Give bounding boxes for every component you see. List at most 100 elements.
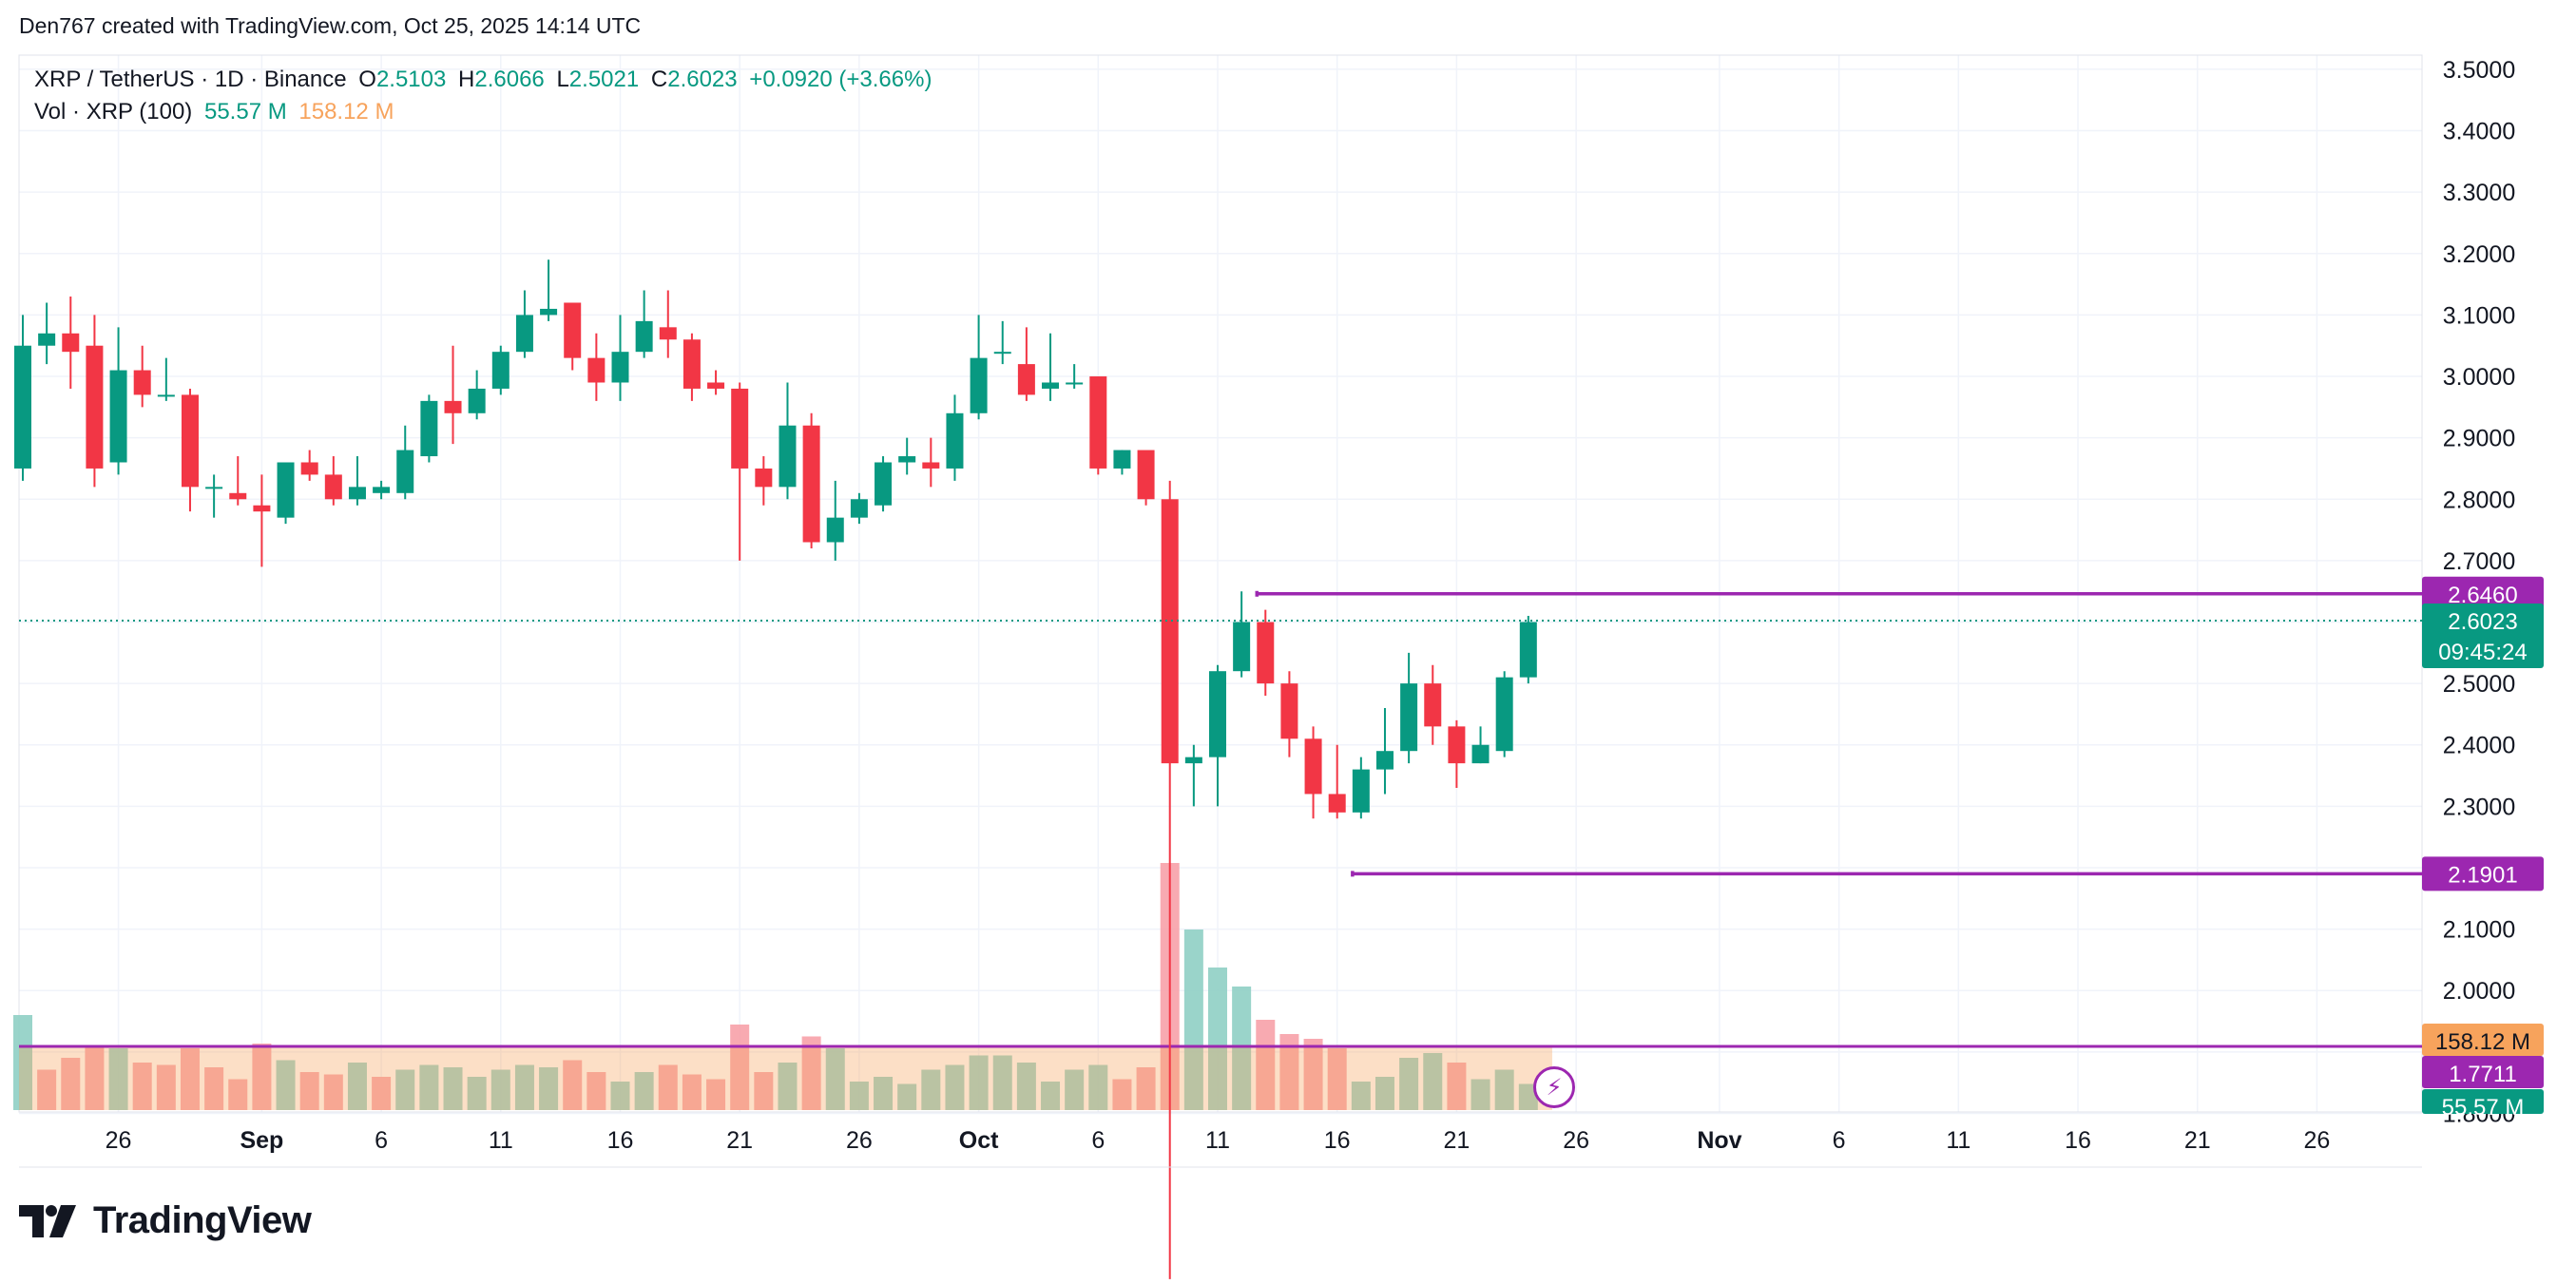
candle-body <box>1184 757 1202 764</box>
candle-body <box>802 425 820 543</box>
volume-badge-text: 55.57 M <box>2442 1095 2525 1121</box>
level-badge-high-bg <box>2422 576 2544 611</box>
volume-bar <box>969 1055 989 1110</box>
volume-bar <box>682 1074 702 1110</box>
candle-body <box>181 394 199 488</box>
volume-bar <box>132 1063 152 1110</box>
volume-level-badge-bg <box>2422 1056 2544 1088</box>
candle-body <box>682 339 701 389</box>
time-axis-tick: 6 <box>1091 1127 1105 1154</box>
candle-body <box>229 492 247 500</box>
candle-body <box>157 394 175 397</box>
candle-body <box>850 499 868 518</box>
volume-bar <box>945 1064 965 1110</box>
candle-body <box>707 382 725 389</box>
volume-ma-badge-text: 158.12 M <box>2435 1029 2530 1055</box>
volume-bar <box>586 1072 606 1110</box>
price-axis-tick: 3.1000 <box>2443 302 2515 329</box>
level-badge-low-bg <box>2422 856 2544 891</box>
candle-body <box>38 333 56 346</box>
volume-bar <box>85 1045 105 1110</box>
volume-bar <box>825 1048 845 1110</box>
candle-body <box>86 345 104 469</box>
price-axis-tick: 2.8000 <box>2443 487 2515 513</box>
volume-bar <box>897 1083 917 1110</box>
time-axis-tick: 16 <box>2065 1127 2091 1154</box>
volume-bar <box>849 1082 869 1110</box>
price-axis-tick: 2.9000 <box>2443 426 2515 452</box>
volume-bar <box>514 1064 534 1110</box>
bolt-icon[interactable]: ⚡ <box>1533 1066 1575 1108</box>
volume-bar <box>1183 929 1203 1110</box>
volume-bar <box>1399 1058 1419 1110</box>
candle-body <box>253 505 271 512</box>
candle-body <box>324 474 342 500</box>
time-axis-tick: 16 <box>607 1127 634 1154</box>
price-axis-tick: 3.0000 <box>2443 364 2515 391</box>
volume-ma-badge: 158.12 M <box>2422 1024 2544 1056</box>
candle-body <box>1375 751 1394 770</box>
candle-body <box>300 462 318 475</box>
last-price-badge-text: 09:45:24 <box>2438 640 2527 665</box>
volume-ma-value: 158.12 M <box>298 99 394 125</box>
candle-body <box>1495 677 1513 752</box>
volume-bar <box>1494 1069 1514 1110</box>
volume-bar <box>1065 1069 1085 1110</box>
candle-body <box>611 352 629 383</box>
candle-body <box>1328 794 1346 813</box>
candle-body <box>755 468 773 488</box>
time-axis-tick: 11 <box>1205 1127 1230 1154</box>
volume-bar <box>1518 1083 1538 1110</box>
brand-name: TradingView <box>93 1199 312 1241</box>
volume-bar <box>180 1048 200 1110</box>
volume-label[interactable]: Vol · XRP (100) <box>34 99 193 125</box>
candle-body <box>468 388 486 413</box>
volume-bar <box>563 1060 583 1110</box>
volume-bar <box>1088 1064 1108 1110</box>
volume-bar <box>1423 1053 1443 1110</box>
volume-bar <box>1447 1063 1467 1110</box>
price-axis-tick: 2.3000 <box>2443 794 2515 820</box>
time-axis-tick: 6 <box>1833 1127 1846 1154</box>
price-axis-tick: 2.0000 <box>2443 978 2515 1005</box>
volume-badge-bg <box>2422 1089 2544 1114</box>
volume-bar <box>228 1079 248 1110</box>
volume-level-badge-text: 1.7711 <box>2449 1062 2517 1087</box>
candle-body <box>109 370 127 463</box>
chart-grid <box>18 54 2423 1115</box>
candle-body <box>1017 364 1035 395</box>
level-badge-low: 2.1901 <box>2422 856 2544 891</box>
candle-body <box>1137 450 1155 500</box>
symbol-name[interactable]: XRP / TetherUS · 1D · Binance <box>34 67 347 92</box>
time-axis-tick: 16 <box>1324 1127 1351 1154</box>
volume-bar <box>610 1082 630 1110</box>
candle-body <box>1113 450 1131 469</box>
volume-bar <box>1136 1067 1156 1110</box>
last-price-badge-text: 2.6023 <box>2448 609 2517 635</box>
candle-body <box>1257 622 1275 684</box>
tradingview-logo: TradingView <box>19 1199 312 1242</box>
attribution: Den767 created with TradingView.com, Oct… <box>19 13 642 38</box>
chart-frame <box>18 54 2423 1113</box>
volume-bar <box>1303 1039 1323 1110</box>
candle-body <box>1352 769 1370 813</box>
candle-body <box>373 487 391 493</box>
candle-body <box>1471 744 1490 764</box>
volume-bar <box>204 1067 224 1110</box>
price-axis-tick: 3.2000 <box>2443 241 2515 268</box>
price-axis-tick: 3.3000 <box>2443 180 2515 206</box>
candle-body <box>1519 622 1537 678</box>
candle-body <box>875 462 893 506</box>
volume-bar <box>37 1069 57 1110</box>
volume-bar <box>61 1058 81 1110</box>
candle-body <box>564 302 582 358</box>
candle-body <box>993 352 1011 355</box>
price-axis-tick: 3.5000 <box>2443 57 2515 84</box>
candle-body <box>1161 499 1179 764</box>
time-axis-tick: 26 <box>2304 1127 2331 1154</box>
volume-badge: 55.57 M <box>2422 1089 2544 1121</box>
last-price-badge: 2.6023 09:45:24 <box>2422 604 2544 669</box>
volume-level-badge: 1.7711 <box>2422 1056 2544 1088</box>
candle-body <box>420 400 438 457</box>
